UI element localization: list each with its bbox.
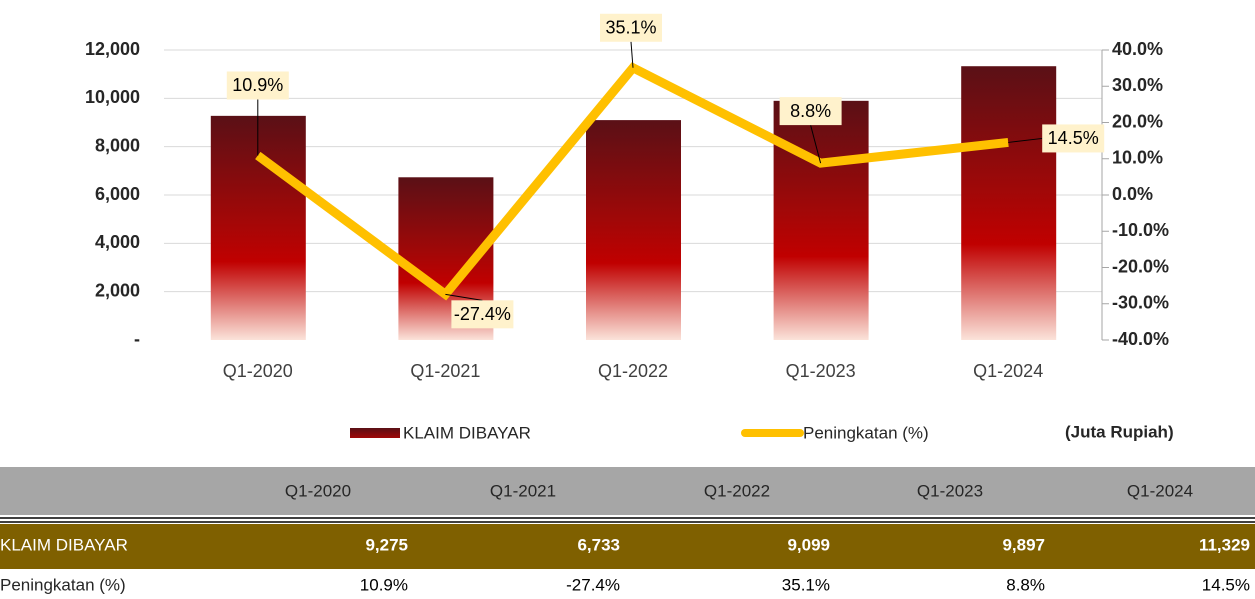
data-label-bg (451, 300, 514, 329)
data-label-bg (226, 71, 289, 100)
y2-tick-label: -40.0% (1112, 329, 1169, 349)
data-label: 8.8% (790, 101, 831, 121)
table-cell: 9,275 (365, 535, 408, 554)
table-cell: 9,099 (787, 535, 830, 554)
y2-tick-label: -20.0% (1112, 256, 1169, 276)
legend-label: KLAIM DIBAYAR (403, 423, 531, 442)
table-cell: 6,733 (577, 535, 620, 554)
y2-tick-label: 0.0% (1112, 184, 1153, 204)
y2-tick-label: 10.0% (1112, 148, 1163, 168)
table-cell: 8.8% (1006, 575, 1045, 594)
annotation: (Juta Rupiah) (1065, 422, 1174, 441)
data-label-bg (1042, 124, 1105, 153)
y2-tick-label: 30.0% (1112, 75, 1163, 95)
bar (961, 66, 1057, 341)
legend-label: Peningkatan (%) (803, 423, 929, 442)
table-header-bg (0, 467, 1255, 515)
x-tick-label: Q1-2022 (598, 361, 668, 381)
table-row-bg (0, 524, 1255, 569)
y2-tick-label: 20.0% (1112, 111, 1163, 131)
y-tick-label: 6,000 (95, 184, 140, 204)
table-header: Q1-2021 (490, 481, 556, 500)
leader (1008, 137, 1043, 143)
x-tick-label: Q1-2023 (786, 361, 856, 381)
y-tick-label: 4,000 (95, 232, 140, 252)
y-tick-label: 12,000 (85, 39, 140, 59)
y-tick-label: 10,000 (85, 87, 140, 107)
leader (445, 293, 483, 301)
y2-tick-label: 40.0% (1112, 39, 1163, 59)
y2-tick-label: -30.0% (1112, 293, 1169, 313)
table-header: Q1-2023 (917, 481, 983, 500)
x-tick-label: Q1-2020 (223, 361, 293, 381)
y-tick-label: 2,000 (95, 280, 140, 300)
y-tick-label: 8,000 (95, 135, 140, 155)
table-header: Q1-2020 (285, 481, 351, 500)
leader (810, 124, 822, 164)
row-label: KLAIM DIBAYAR (0, 535, 128, 554)
table-cell: 9,897 (1002, 535, 1045, 554)
table-cell: 11,329 (1199, 535, 1250, 554)
data-label-bg (779, 97, 842, 126)
data-label: 14.5% (1048, 128, 1099, 148)
y-tick-label: - (134, 329, 140, 349)
bar (586, 120, 681, 340)
table-cell: 35.1% (782, 575, 830, 594)
leader (630, 41, 634, 68)
y2-tick-label: -10.0% (1112, 220, 1169, 240)
table-header: Q1-2022 (704, 481, 770, 500)
bar (773, 100, 869, 340)
data-label: 10.9% (232, 75, 283, 95)
data-label: -27.4% (454, 304, 511, 324)
table-cell: 10.9% (360, 575, 408, 594)
x-tick-label: Q1-2024 (973, 361, 1043, 381)
table-cell: 14.5% (1202, 575, 1250, 594)
x-tick-label: Q1-2021 (410, 361, 480, 381)
legend-swatch (350, 428, 400, 438)
row-label: Peningkatan (%) (0, 575, 126, 594)
data-label-bg (600, 13, 662, 42)
table-cell: -27.4% (566, 575, 620, 594)
table-header: Q1-2024 (1127, 481, 1193, 500)
data-label: 35.1% (605, 18, 656, 38)
